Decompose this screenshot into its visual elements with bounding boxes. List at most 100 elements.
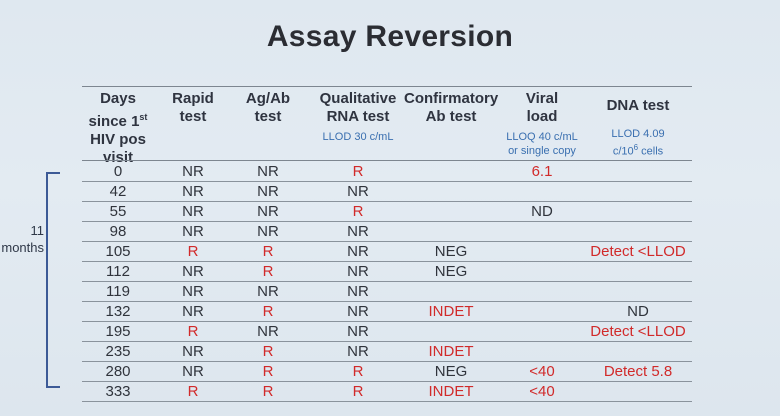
cell-days: 0 (113, 163, 123, 180)
cell-agab: R (262, 343, 274, 360)
table-row: 55 NR NR R ND (82, 202, 692, 222)
cell-rapid: NR (182, 203, 204, 220)
table-row: 98 NR NR NR (82, 222, 692, 242)
cell-agab: NR (257, 283, 279, 300)
cell-vl (502, 282, 582, 301)
header-rapid-line1: Rapid (172, 90, 214, 107)
cell-rna: NR (347, 263, 369, 280)
cell-rapid: R (187, 243, 199, 260)
cell-dna (584, 162, 692, 181)
cell-rna: R (352, 383, 364, 400)
header-days-line4: visit (102, 149, 133, 166)
cell-conf (404, 202, 498, 221)
cell-conf: NEG (434, 263, 468, 280)
cell-rapid: R (187, 323, 199, 340)
cell-conf: INDET (428, 383, 474, 400)
table-row: 235 NR R NR INDET (82, 342, 692, 362)
cell-dna (584, 282, 692, 301)
cell-rapid: NR (182, 223, 204, 240)
cell-dna (584, 222, 692, 241)
header-dna-line1: DNA test (606, 97, 670, 114)
cell-conf: NEG (434, 363, 468, 380)
cell-rapid: NR (182, 363, 204, 380)
header-vl-line2: load (526, 108, 558, 125)
cell-vl (502, 262, 582, 281)
cell-rna: NR (347, 343, 369, 360)
cell-vl: ND (531, 203, 553, 220)
cell-days: 195 (105, 323, 131, 340)
cell-conf (404, 322, 498, 341)
cell-rna: NR (347, 283, 369, 300)
cell-days: 333 (105, 383, 131, 400)
table-row: 195 R NR NR Detect <LLOD (82, 322, 692, 342)
table-row: 112 NR R NR NEG (82, 262, 692, 282)
header-vl-line1: Viral (525, 90, 559, 107)
cell-conf: NEG (434, 243, 468, 260)
cell-rna: NR (347, 243, 369, 260)
cell-conf: INDET (428, 343, 474, 360)
header-agab: Ag/Ab test (232, 90, 304, 126)
cell-agab: R (262, 363, 274, 380)
cell-vl (502, 242, 582, 261)
header-dna-sub-sup: 6 (633, 143, 639, 152)
cell-rna: R (352, 203, 364, 220)
header-days-line1: Days (100, 90, 136, 107)
table-body: 0 NR NR R 6.1 42 NR NR NR 55 NR NR R ND 98 NR NR NR 105 R R N… (82, 162, 692, 402)
cell-rna: NR (347, 223, 369, 240)
header-dna: DNA test LLOD 4.09 c/106 cells (584, 97, 692, 159)
cell-rna: NR (347, 323, 369, 340)
bracket-label-number: 11 (30, 223, 45, 238)
cell-dna (584, 182, 692, 201)
cell-days: 55 (109, 203, 127, 220)
cell-rapid: NR (182, 163, 204, 180)
slide-title: Assay Reversion (266, 20, 514, 53)
cell-rapid: NR (182, 303, 204, 320)
cell-dna: Detect <LLOD (590, 323, 686, 340)
cell-conf: INDET (428, 303, 474, 320)
cell-rapid: R (187, 383, 199, 400)
cell-conf (404, 282, 498, 301)
cell-conf (404, 162, 498, 181)
header-vl-sub-line1: LLOQ 40 c/mL (506, 131, 578, 143)
table-row: 333 R R R INDET <40 (82, 382, 692, 402)
header-dna-sub-line2b: cells (638, 145, 664, 158)
cell-days: 132 (105, 303, 131, 320)
cell-dna: Detect 5.8 (603, 363, 673, 380)
cell-days: 119 (106, 283, 130, 300)
table-row: 132 NR R NR INDET ND (82, 302, 692, 322)
cell-agab: NR (257, 163, 279, 180)
cell-agab: NR (257, 203, 279, 220)
header-conf-line2: Ab test (425, 108, 477, 125)
cell-days: 105 (105, 243, 131, 260)
table-row: 42 NR NR NR (82, 182, 692, 202)
cell-vl (502, 342, 582, 361)
cell-vl (502, 222, 582, 241)
cell-days: 280 (105, 363, 131, 380)
cell-days: 42 (109, 183, 127, 200)
table-row: 280 NR R R NEG <40 Detect 5.8 (82, 362, 692, 382)
cell-dna (584, 342, 692, 361)
header-rna-line1: Qualitative (319, 90, 397, 107)
header-dna-sub-line1: LLOD 4.09 (611, 128, 665, 140)
header-dna-sub-line2a: c/10 (612, 145, 634, 158)
cell-vl (502, 182, 582, 201)
header-vl-sub-line2: or single copy (508, 145, 576, 157)
cell-days: 235 (105, 343, 131, 360)
cell-agab: NR (257, 323, 279, 340)
cell-dna: ND (627, 303, 649, 320)
cell-days: 98 (109, 223, 127, 240)
cell-rapid: NR (182, 343, 204, 360)
cell-rna: R (352, 163, 364, 180)
cell-rna: NR (347, 303, 369, 320)
cell-dna (584, 262, 692, 281)
header-dna-sub: LLOD 4.09 c/106 cells (584, 127, 692, 159)
cell-vl: <40 (529, 363, 555, 380)
cell-conf (404, 222, 498, 241)
bracket-label: 11 months (0, 222, 44, 256)
header-rna-sub: LLOD 30 c/mL (322, 131, 394, 143)
header-rapid-line2: test (179, 108, 207, 125)
cell-agab: R (262, 243, 274, 260)
cell-dna (584, 382, 692, 401)
cell-dna (584, 202, 692, 221)
cell-days: 112 (106, 263, 130, 280)
